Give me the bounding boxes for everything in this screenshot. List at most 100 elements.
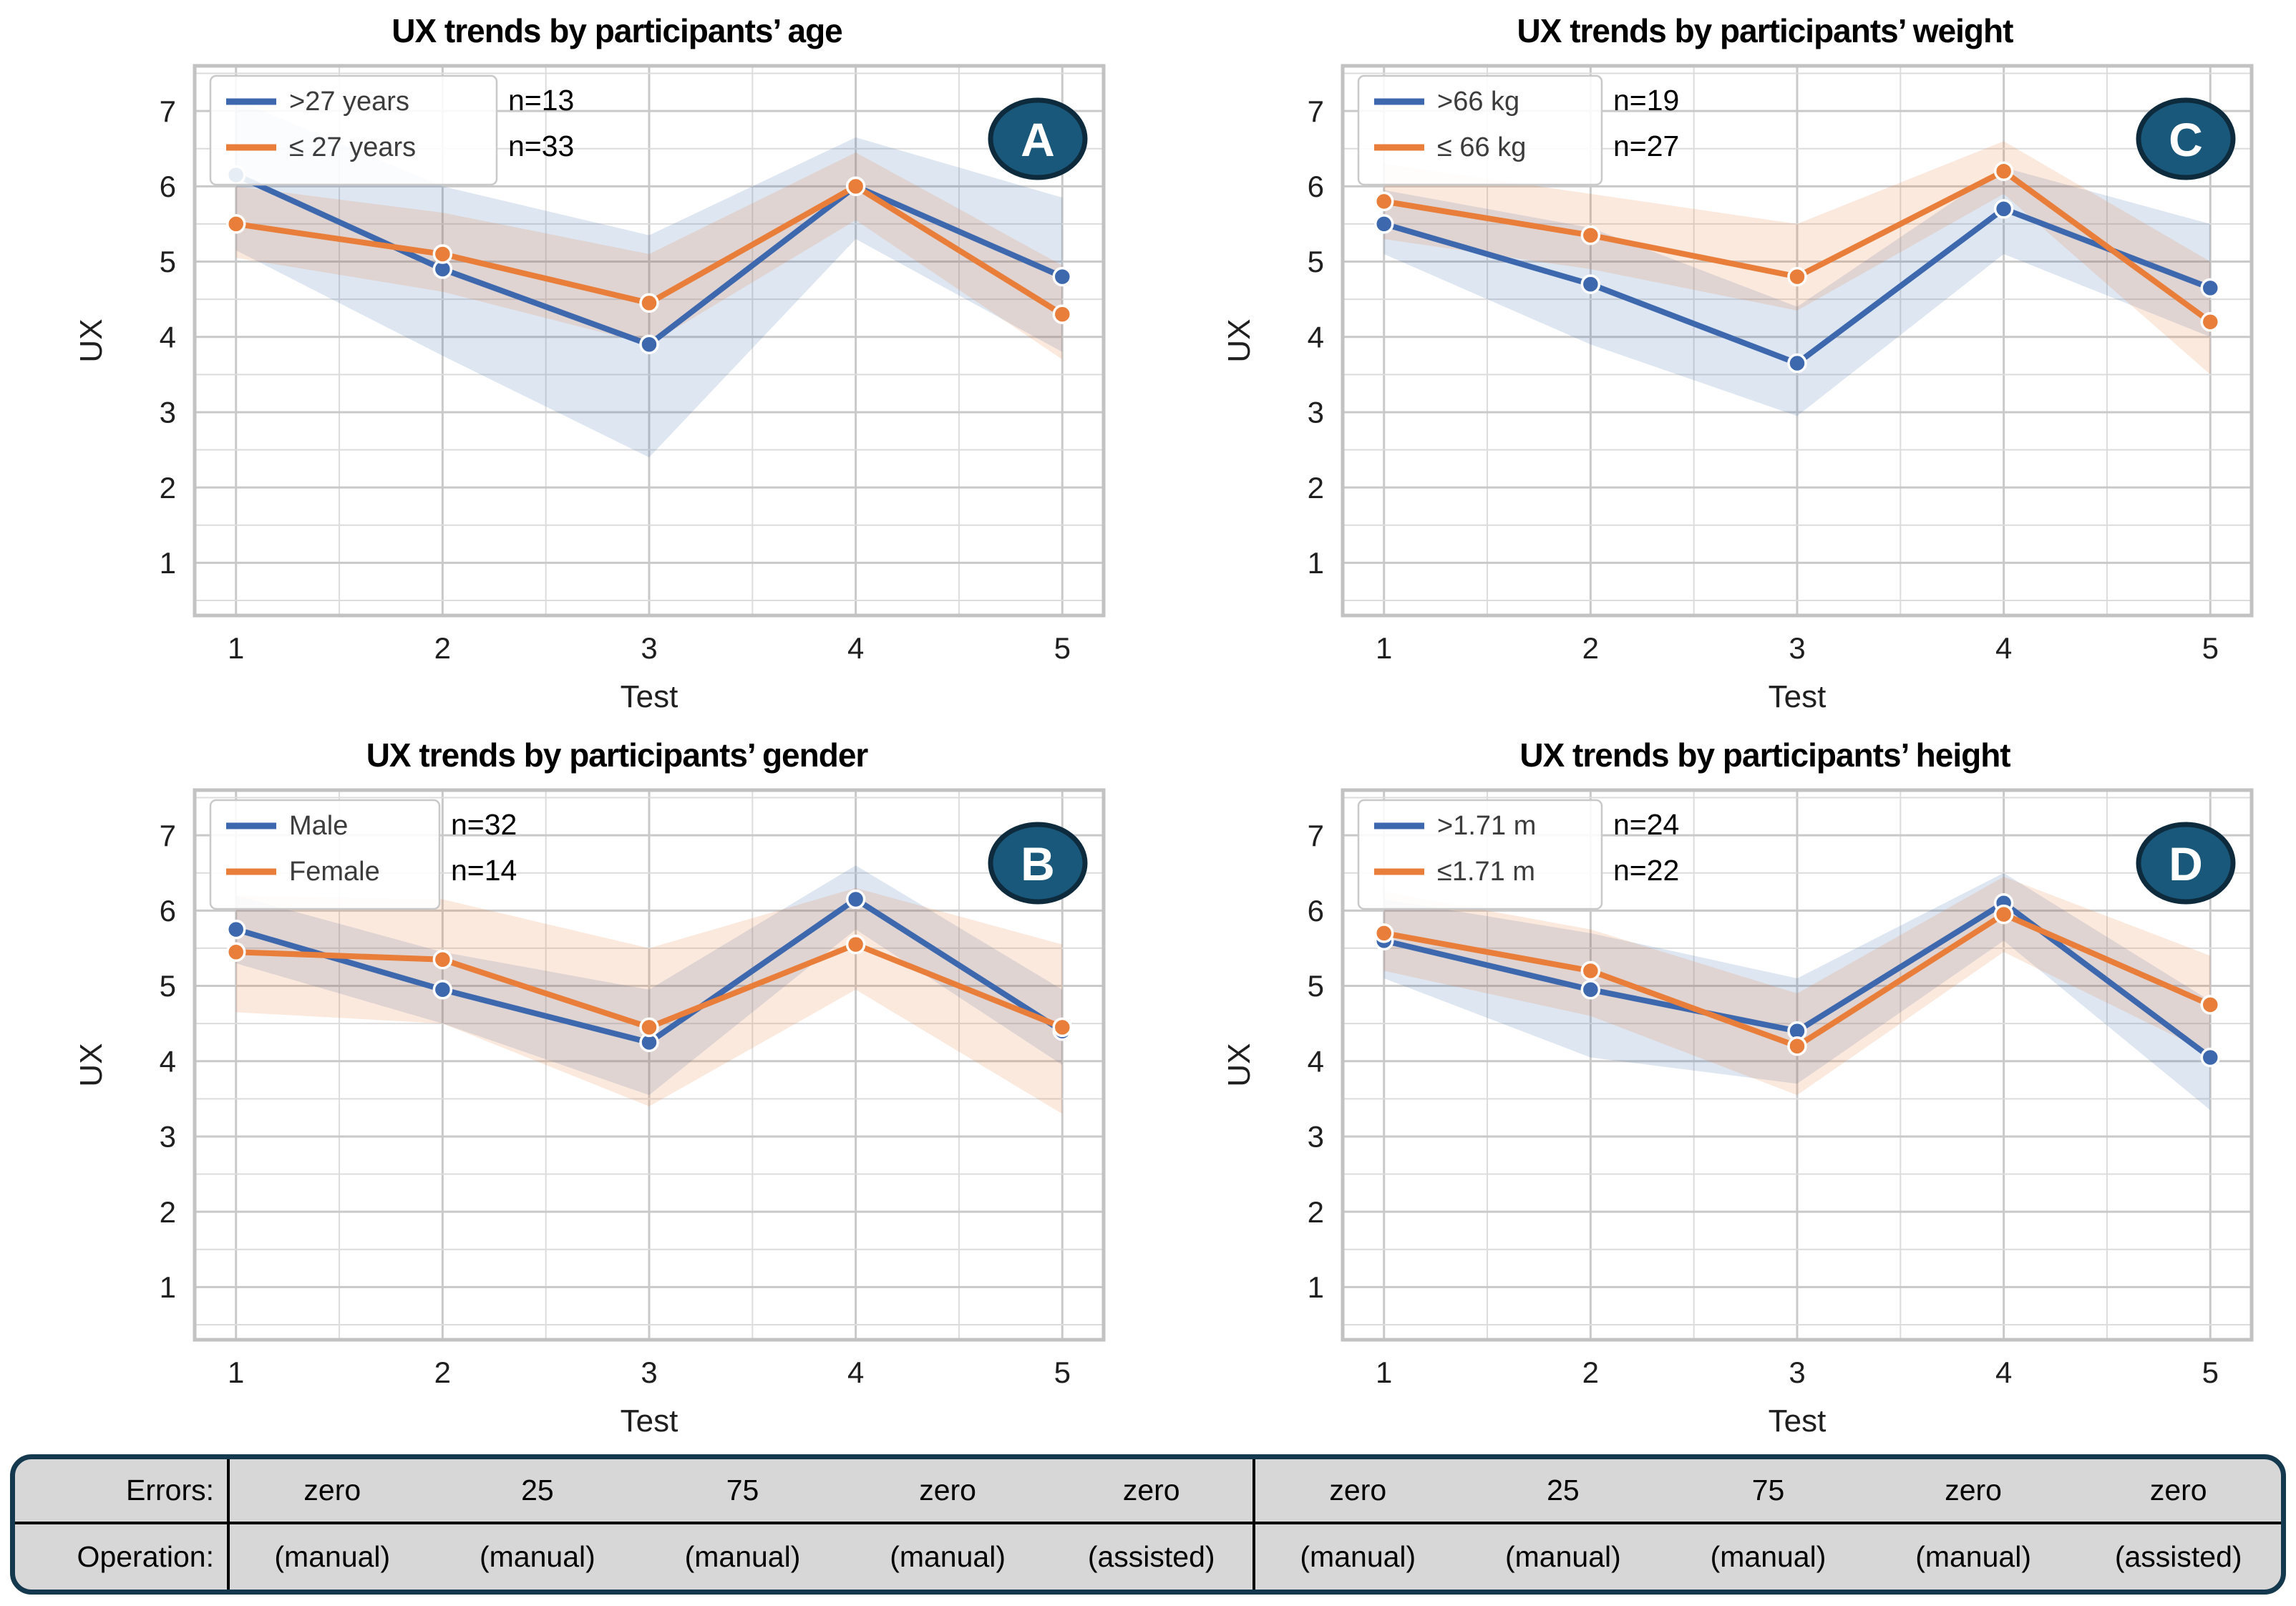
x-tick-label: 5 <box>2202 1356 2219 1389</box>
data-point-orange <box>639 1017 659 1038</box>
table-row-label: Errors: <box>15 1459 230 1524</box>
sample-size-label: n=22 <box>1613 854 1679 887</box>
data-point-blue <box>845 889 866 910</box>
data-point-orange <box>1580 960 1601 981</box>
table-cell: zero <box>845 1459 1051 1524</box>
legend-label: >1.71 m <box>1437 811 1536 841</box>
confidence-band-blue <box>235 865 1063 1096</box>
y-tick-label: 7 <box>1308 94 1324 128</box>
chart-title-weight: UX trends by participants’ weight <box>1517 12 2014 49</box>
charts-grid: UX trends by participants’ age 1 2 3 4 5 1 2 3 4… <box>0 0 2296 1449</box>
data-point-orange <box>1993 904 2014 925</box>
data-point-blue <box>639 334 659 355</box>
badge-letter: D <box>2169 837 2203 890</box>
data-point-orange <box>225 214 246 234</box>
badge-circle <box>988 822 1088 905</box>
x-tick-label: 1 <box>1376 631 1392 665</box>
y-tick-label: 2 <box>1308 471 1324 505</box>
sample-size-label: n=14 <box>451 854 517 887</box>
chart-plot-age: 1 2 3 4 5 1 2 3 4 5 6 7 Test UX >27 years n=13 ≤ 27 year… <box>74 64 1106 714</box>
y-axis-label: UX <box>1222 1043 1257 1086</box>
badge-circle <box>2136 822 2236 905</box>
chart-title-gender: UX trends by participants’ gender <box>366 736 869 774</box>
data-point-orange <box>225 942 246 962</box>
plot-frame <box>193 64 1106 618</box>
y-tick-label: 5 <box>160 969 176 1003</box>
confidence-band-orange <box>1383 876 2211 1096</box>
x-tick-label: 2 <box>1582 1356 1599 1389</box>
table-cell: (manual) <box>1915 1540 2031 1573</box>
confidence-band-orange <box>1383 141 2211 375</box>
data-point-orange <box>1373 923 1394 943</box>
data-point-blue <box>2200 1047 2221 1068</box>
table-cell: (manual) <box>480 1540 595 1573</box>
y-tick-label: 6 <box>160 894 176 928</box>
panel-badge: B <box>988 822 1088 905</box>
y-tick-label: 5 <box>160 245 176 278</box>
badge-letter: A <box>1021 113 1055 166</box>
data-point-orange <box>845 934 866 955</box>
y-tick-label: 3 <box>160 396 176 429</box>
y-tick-label: 5 <box>1308 969 1324 1003</box>
panel-badge: A <box>988 97 1088 180</box>
sample-size-label: n=19 <box>1613 84 1679 117</box>
y-tick-label: 4 <box>1308 320 1324 354</box>
plot-frame <box>1341 64 2254 618</box>
data-point-orange <box>639 293 659 313</box>
chart-plot-height: 1 2 3 4 5 1 2 3 4 5 6 7 Test UX >1.71 m n=24 ≤1.71 m n=22… <box>1222 788 2254 1439</box>
y-tick-label: 4 <box>1308 1044 1324 1078</box>
y-axis-label: UX <box>1222 318 1257 362</box>
y-tick-label: 4 <box>160 1044 176 1078</box>
legend-label: ≤1.71 m <box>1437 857 1535 887</box>
x-tick-label: 4 <box>847 631 864 665</box>
x-tick-label: 5 <box>1054 631 1071 665</box>
x-tick-label: 3 <box>641 1356 657 1389</box>
y-tick-label: 1 <box>160 546 176 580</box>
badge-circle <box>988 97 1088 180</box>
x-tick-label: 1 <box>228 1356 244 1389</box>
data-point-blue <box>1052 266 1073 287</box>
y-axis-label: UX <box>74 1043 109 1086</box>
chart-panel-age: UX trends by participants’ age 1 2 3 4 5 1 2 3 4… <box>0 0 1148 724</box>
panel-badge: C <box>2136 97 2236 180</box>
table-cell: 75 <box>1665 1459 1871 1524</box>
data-point-orange <box>1373 191 1394 212</box>
x-tick-label: 3 <box>1789 631 1805 665</box>
table-cell: (manual) <box>274 1540 391 1573</box>
table-cell: (manual) <box>890 1540 1006 1573</box>
table-cell: 75 <box>640 1459 845 1524</box>
x-tick-label: 3 <box>1789 1356 1805 1389</box>
data-point-orange <box>2200 995 2221 1015</box>
y-tick-label: 6 <box>1308 170 1324 203</box>
x-axis-label: Test <box>621 1403 678 1439</box>
x-tick-label: 1 <box>1376 1356 1392 1389</box>
data-point-orange <box>1993 161 2014 182</box>
y-tick-label: 3 <box>1308 396 1324 429</box>
badge-letter: B <box>1021 837 1055 890</box>
x-tick-label: 4 <box>1995 631 2012 665</box>
table-row-label: Operation: <box>15 1524 230 1590</box>
badge-letter: C <box>2169 113 2203 166</box>
x-tick-label: 2 <box>1582 631 1599 665</box>
legend: >27 years n=13 ≤ 27 years n=33 <box>209 74 574 186</box>
y-tick-label: 2 <box>160 471 176 505</box>
data-point-blue <box>1373 214 1394 234</box>
y-tick-label: 7 <box>160 819 176 852</box>
data-point-blue <box>1787 353 1807 374</box>
table-cell: (manual) <box>684 1540 801 1573</box>
table-cell: zero <box>1870 1459 2076 1524</box>
x-tick-label: 1 <box>228 631 244 665</box>
data-point-orange <box>2200 311 2221 332</box>
x-tick-label: 2 <box>434 631 451 665</box>
legend-label: >66 kg <box>1437 87 1519 117</box>
sample-size-label: n=33 <box>508 130 574 162</box>
data-point-orange <box>432 949 453 970</box>
y-tick-label: 3 <box>1308 1120 1324 1154</box>
data-point-orange <box>1787 1036 1807 1056</box>
y-tick-label: 7 <box>1308 819 1324 852</box>
data-point-blue <box>1580 274 1601 294</box>
chart-title-age: UX trends by participants’ age <box>391 12 843 49</box>
